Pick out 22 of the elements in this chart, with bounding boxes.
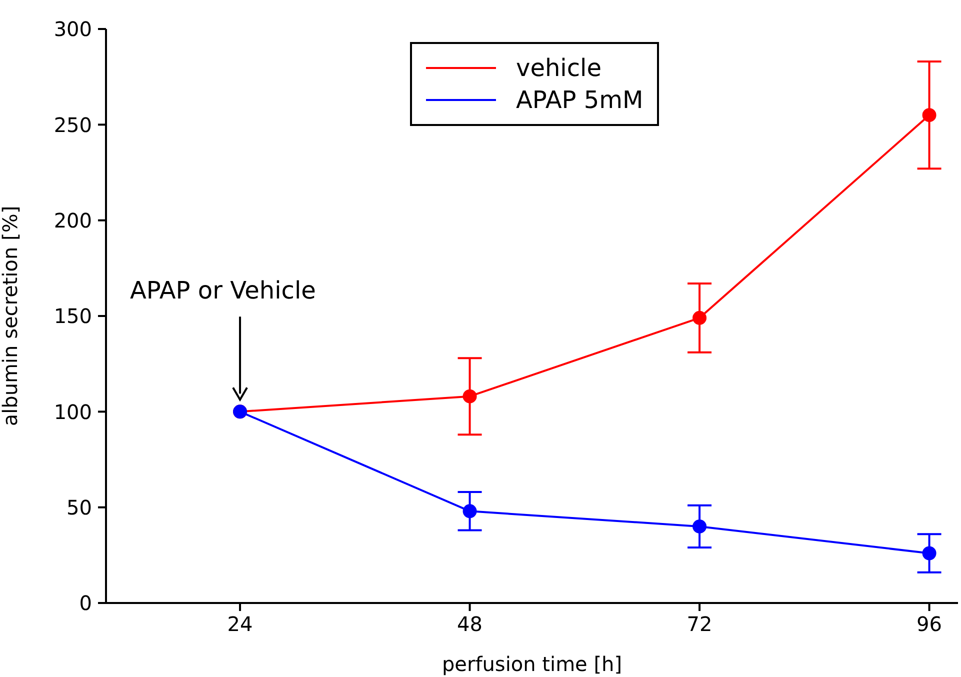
x-tick-label: 48 bbox=[457, 612, 482, 636]
point bbox=[462, 504, 477, 518]
y-tick-label: 200 bbox=[54, 208, 92, 232]
point bbox=[462, 389, 477, 404]
y-tick-label: 250 bbox=[54, 112, 92, 137]
y-tick-label: 100 bbox=[54, 400, 92, 424]
legend-label: APAP 5mM bbox=[516, 86, 644, 114]
point bbox=[922, 108, 936, 122]
annotation: APAP or Vehicle bbox=[130, 276, 316, 305]
y-axis-title: albumin secretion [%] bbox=[0, 206, 22, 426]
y-tick-label: 50 bbox=[66, 495, 92, 520]
point bbox=[692, 519, 707, 534]
x-tick-label: 96 bbox=[916, 612, 942, 636]
y-tick-label: 0 bbox=[79, 591, 92, 616]
x-axis-title: perfusion time [h] bbox=[442, 652, 622, 676]
point bbox=[922, 546, 936, 560]
x-tick-label: 24 bbox=[227, 612, 253, 636]
y-tick-label: 150 bbox=[54, 304, 92, 328]
x-tick-label: 72 bbox=[686, 612, 712, 636]
point bbox=[692, 310, 707, 325]
y-tick-label: 300 bbox=[54, 17, 92, 42]
legend-label: vehicle bbox=[516, 54, 602, 82]
